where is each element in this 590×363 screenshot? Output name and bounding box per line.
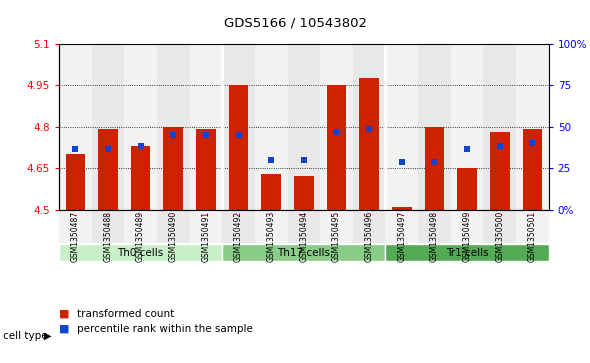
- Bar: [490, 132, 510, 209]
- Bar: [255, 44, 287, 209]
- Bar: [523, 129, 542, 209]
- Bar: [483, 44, 516, 209]
- Text: GSM1350498: GSM1350498: [430, 211, 439, 262]
- Bar: [124, 209, 157, 243]
- Bar: [451, 209, 483, 243]
- Text: GSM1350489: GSM1350489: [136, 211, 145, 262]
- Bar: [59, 44, 91, 209]
- Bar: [189, 44, 222, 209]
- Bar: [255, 209, 287, 243]
- Bar: [451, 44, 483, 209]
- Bar: [320, 209, 353, 243]
- Bar: [353, 209, 385, 243]
- Text: ■: ■: [59, 309, 70, 319]
- Text: Th0 cells: Th0 cells: [117, 248, 164, 258]
- Text: GSM1350495: GSM1350495: [332, 211, 341, 262]
- Text: transformed count: transformed count: [77, 309, 174, 319]
- Bar: [124, 44, 157, 209]
- Bar: [65, 154, 85, 209]
- Bar: [457, 168, 477, 209]
- Bar: [392, 207, 412, 209]
- Bar: [163, 127, 183, 209]
- Text: GSM1350490: GSM1350490: [169, 211, 178, 262]
- Bar: [327, 85, 346, 209]
- Bar: [196, 129, 216, 209]
- Bar: [287, 44, 320, 209]
- Bar: [98, 129, 118, 209]
- Text: GSM1350493: GSM1350493: [267, 211, 276, 262]
- Text: GSM1350497: GSM1350497: [397, 211, 407, 262]
- Text: ■: ■: [59, 323, 70, 334]
- Bar: [131, 146, 150, 209]
- Bar: [483, 209, 516, 243]
- Bar: [91, 209, 124, 243]
- Bar: [287, 209, 320, 243]
- Bar: [189, 209, 222, 243]
- Text: ▶: ▶: [44, 331, 52, 341]
- Bar: [91, 44, 124, 209]
- Bar: [222, 44, 255, 209]
- Text: Tr1 cells: Tr1 cells: [446, 248, 489, 258]
- Bar: [418, 209, 451, 243]
- Bar: [222, 209, 255, 243]
- Text: GSM1350499: GSM1350499: [463, 211, 471, 262]
- Bar: [425, 127, 444, 209]
- Bar: [157, 44, 189, 209]
- Bar: [222, 244, 385, 261]
- Text: cell type: cell type: [3, 331, 48, 341]
- Bar: [261, 174, 281, 209]
- Text: GSM1350487: GSM1350487: [71, 211, 80, 262]
- Text: GSM1350492: GSM1350492: [234, 211, 243, 262]
- Text: GSM1350488: GSM1350488: [103, 211, 113, 262]
- Text: GSM1350496: GSM1350496: [365, 211, 373, 262]
- Bar: [59, 209, 91, 243]
- Text: GSM1350494: GSM1350494: [299, 211, 309, 262]
- Bar: [229, 85, 248, 209]
- Text: GDS5166 / 10543802: GDS5166 / 10543802: [224, 16, 366, 29]
- Text: GSM1350491: GSM1350491: [201, 211, 211, 262]
- Text: percentile rank within the sample: percentile rank within the sample: [77, 323, 253, 334]
- Text: GSM1350500: GSM1350500: [495, 211, 504, 262]
- Bar: [359, 78, 379, 209]
- Bar: [418, 44, 451, 209]
- Bar: [157, 209, 189, 243]
- Bar: [516, 209, 549, 243]
- Bar: [385, 209, 418, 243]
- Text: Th17 cells: Th17 cells: [277, 248, 330, 258]
- Bar: [353, 44, 385, 209]
- Bar: [516, 44, 549, 209]
- Bar: [385, 44, 418, 209]
- Bar: [385, 244, 549, 261]
- Bar: [320, 44, 353, 209]
- Bar: [294, 176, 314, 209]
- Bar: [59, 244, 222, 261]
- Text: GSM1350501: GSM1350501: [528, 211, 537, 262]
